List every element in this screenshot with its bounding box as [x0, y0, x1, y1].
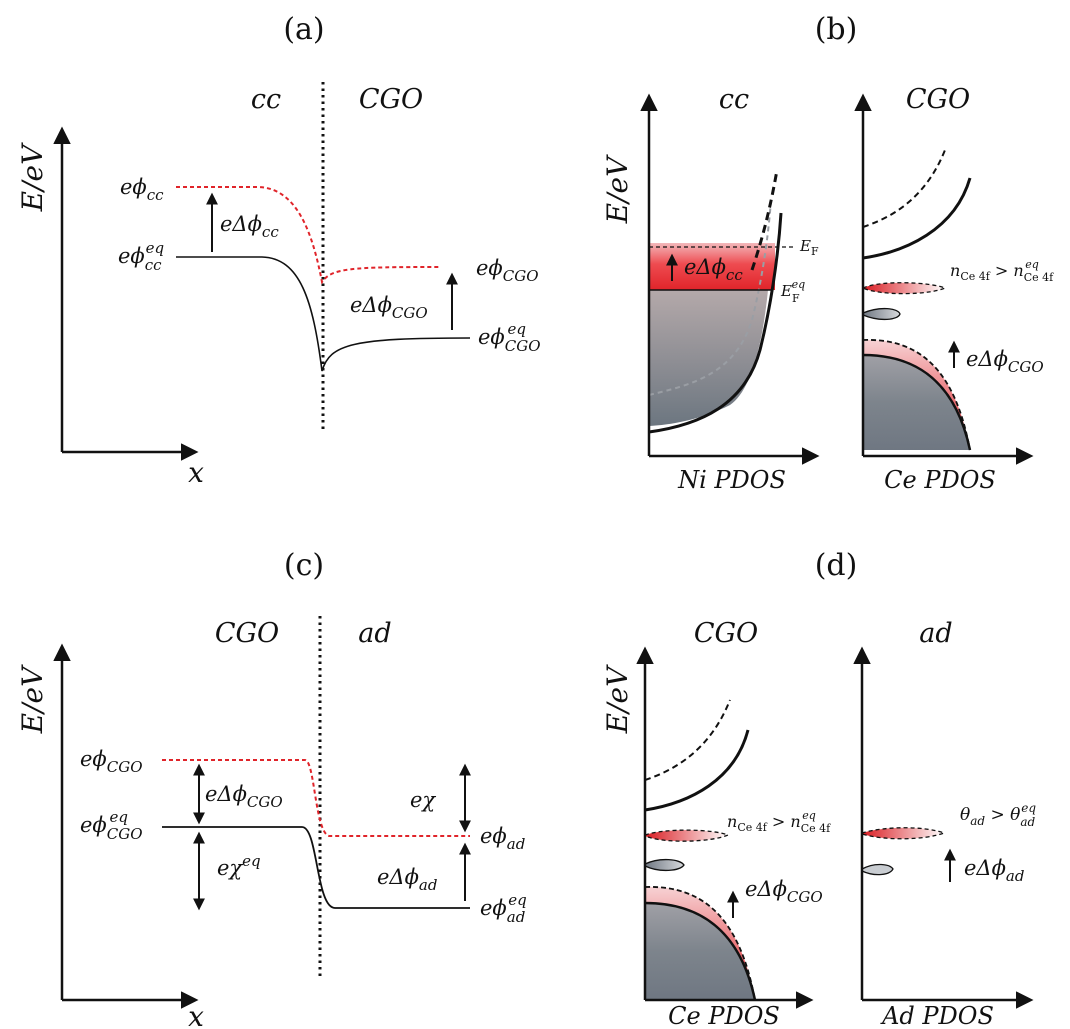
panel-c-region-left: CGO: [215, 618, 279, 649]
panel-c-phi-ad: eϕad: [480, 824, 525, 853]
panel-c: (c) CGO ad E/eV x eϕCGO eΔϕCGO eϕCGOeq e…: [16, 548, 527, 1029]
panel-d-y-label: E/eV: [601, 664, 634, 734]
panel-c-chi: eχ: [410, 788, 436, 812]
panel-d-ce-shifted-valence-edge: [644, 886, 756, 1001]
panel-b: (b) cc CGO E/eV eΔϕcc EF EFeq Ni PDOS eΔ…: [601, 12, 1054, 494]
panel-d-ce4f-occupied-lobe: [644, 829, 730, 842]
panel-b-dphi-cc: eΔϕcc: [684, 255, 743, 284]
panel-d-n-ce: nCe 4f > nCe 4feq: [727, 809, 831, 835]
panel-d-ad-eq-lobe: [861, 863, 894, 876]
panel-d-ce-shifted-conduction: [644, 699, 731, 781]
panel-a-perturbed-potential: [176, 186, 441, 285]
panel-b-region-right: CGO: [906, 84, 970, 115]
panel-a-phi-cgo-eq: eϕCGOeq: [478, 320, 541, 355]
panel-b-y-label: E/eV: [601, 154, 634, 224]
panel-c-chi-eq: eχeq: [217, 852, 261, 880]
panel-a-equilibrium-potential: [176, 256, 471, 372]
panel-c-phi-ad-eq: eϕadeq: [480, 891, 527, 926]
panel-a-label: (a): [283, 12, 324, 47]
panel-d-dphi-cgo: eΔϕCGO: [745, 877, 823, 906]
panel-a-y-label: E/eV: [16, 142, 49, 212]
panel-b-ni-occupied-states: [649, 290, 768, 426]
panel-d-ce-pdos-label: Ce PDOS: [668, 1002, 780, 1029]
panel-b-dphi-cgo: eΔϕCGO: [966, 347, 1044, 376]
panel-c-x-label: x: [188, 1000, 204, 1029]
panel-c-equilibrium-potential: [162, 826, 470, 909]
panel-c-dphi-cgo: eΔϕCGO: [205, 782, 283, 811]
panel-c-label: (c): [284, 548, 324, 583]
panel-a-region-right: CGO: [359, 84, 423, 115]
panel-a-dphi-cgo: eΔϕCGO: [350, 293, 428, 322]
panel-b-ce-valence-band: [863, 355, 970, 450]
panel-d-ad-occupied-lobe: [861, 827, 946, 840]
panel-a-dphi-cc: eΔϕcc: [220, 212, 279, 241]
panel-d-ce-valence-edge: [644, 901, 757, 1001]
panel-b-region-left: cc: [719, 84, 749, 115]
panel-d: (d) CGO ad E/eV eΔϕCGO nCe 4f > nCe 4feq…: [601, 548, 1036, 1029]
panel-b-ce-conduction: [862, 177, 972, 260]
panel-a-region-left: cc: [251, 84, 281, 115]
panel-c-phi-cgo-eq: eϕCGOeq: [80, 808, 143, 843]
panel-b-ce-pdos-label: Ce PDOS: [884, 466, 996, 494]
panel-a-phi-cgo: eϕCGO: [476, 256, 539, 285]
panel-a-x-label: x: [188, 456, 204, 489]
panel-d-label: (d): [815, 548, 858, 583]
panel-b-ef: EF: [799, 237, 819, 258]
panel-c-region-right: ad: [358, 618, 391, 649]
panel-d-region-left: CGO: [694, 618, 758, 649]
panel-c-perturbed-potential: [162, 759, 470, 837]
panel-b-ce-shifted-valence-edge: [862, 339, 971, 451]
panel-b-ni-shifted-gray-curve: [648, 199, 772, 396]
panel-b-ni-band-curve: [648, 212, 783, 434]
panel-d-ad-pdos-label: Ad PDOS: [880, 1002, 994, 1029]
panel-d-region-right: ad: [919, 618, 952, 649]
panel-a-phi-cc: eϕcc: [120, 175, 164, 204]
panel-b-n-ce: nCe 4f > nCe 4feq: [950, 258, 1054, 284]
panel-d-theta: θad > θadeq: [960, 801, 1036, 829]
panel-c-dphi-ad: eΔϕad: [377, 865, 437, 894]
panel-b-label: (b): [815, 12, 858, 47]
panel-c-y-label: E/eV: [16, 664, 49, 734]
panel-b-ce4f-eq-lobe: [862, 307, 901, 321]
panel-d-ce-valence-band: [645, 903, 755, 1000]
panel-a: (a) cc CGO E/eV x eϕcc eϕcceq eΔϕcc eϕCG…: [16, 12, 541, 489]
panel-d-ce4f-eq-lobe: [644, 858, 685, 872]
panel-b-ce-valence-edge: [862, 353, 972, 451]
panel-b-ce4f-occupied-lobe: [861, 282, 947, 295]
panel-b-ef-eq: EFeq: [780, 278, 805, 305]
panel-d-dphi-ad: eΔϕad: [964, 856, 1024, 885]
panel-c-phi-cgo: eϕCGO: [80, 747, 143, 776]
panel-a-phi-cc-eq: eϕcceq: [118, 239, 164, 274]
panel-b-ni-pdos-label: Ni PDOS: [677, 466, 786, 494]
panel-d-ce-conduction: [644, 729, 750, 812]
panel-b-ce-shifted-conduction: [862, 149, 946, 228]
